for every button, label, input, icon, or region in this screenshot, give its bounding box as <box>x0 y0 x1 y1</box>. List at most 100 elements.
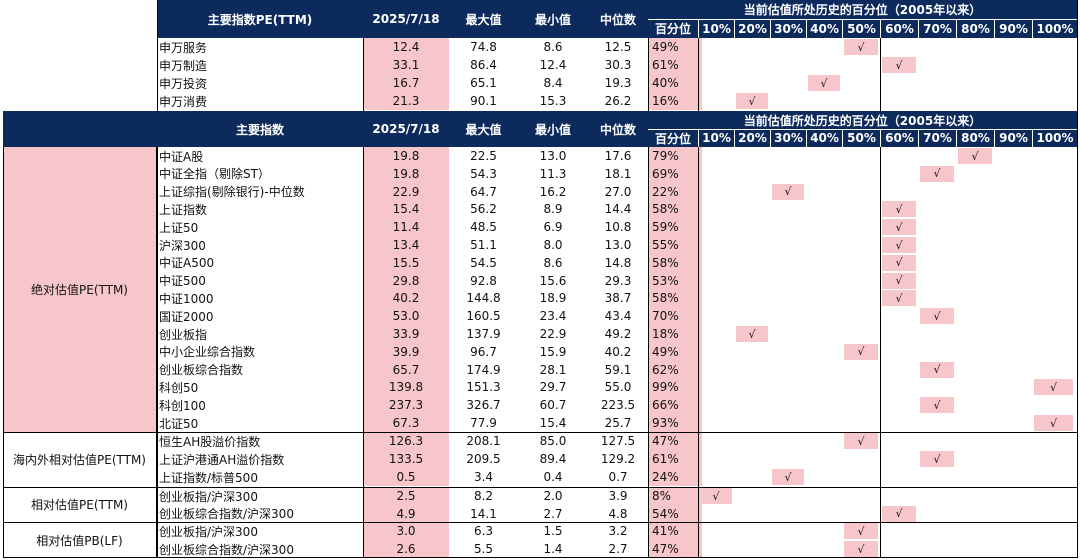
current-pe: 15.4 <box>363 200 449 219</box>
grid-line <box>3 487 1077 488</box>
percentile-value: 41% <box>648 522 702 540</box>
grid-line <box>1077 111 1078 558</box>
current-pe: 19.8 <box>363 164 449 183</box>
min-value: 22.9 <box>539 327 567 341</box>
median-value: 14.8 <box>604 255 632 270</box>
current-pe: 16.7 <box>363 74 449 92</box>
index-name: 中小企业综合指数 <box>159 345 256 360</box>
percentile-check-mark: √ <box>1034 379 1073 396</box>
header-divider <box>648 19 1077 20</box>
percentile-value: 79% <box>648 147 702 165</box>
current-pe: 21.3 <box>363 92 449 110</box>
percentile-check-mark: √ <box>736 93 768 109</box>
min-value: 23.4 <box>539 309 567 324</box>
current-pe: 11.4 <box>363 218 449 237</box>
max-value: 3.4 <box>473 470 494 484</box>
median-value: 25.7 <box>604 416 632 430</box>
current-pe: 2.5 <box>363 487 449 505</box>
percentile-check-mark: √ <box>844 541 878 557</box>
max-value: 14.1 <box>470 506 497 521</box>
group-label: 相对估值PB(LF) <box>3 522 157 558</box>
max-value: 54.3 <box>470 166 497 181</box>
percentile-value: 70% <box>648 307 702 326</box>
grid-line <box>698 147 699 558</box>
percentile-value: 69% <box>648 164 702 183</box>
header-bucket: 50% <box>842 129 880 147</box>
current-pe: 126.3 <box>363 432 449 450</box>
header-bucket: 90% <box>994 129 1032 147</box>
max-value: 160.5 <box>466 309 501 324</box>
percentile-value: 16% <box>648 92 702 110</box>
max-value: 90.1 <box>470 94 497 108</box>
percentile-value: 59% <box>648 218 702 237</box>
index-name: 创业板综合指数 <box>159 363 244 378</box>
max-value: 326.7 <box>466 398 501 413</box>
current-pe: 3.0 <box>363 522 449 540</box>
header-median: 中位数 <box>599 122 636 137</box>
max-value: 64.7 <box>470 184 497 199</box>
index-name: 创业板指/沪深300 <box>159 524 258 539</box>
header-bucket: 10% <box>698 19 734 38</box>
percentile-check-mark: √ <box>844 523 878 539</box>
current-pe: 133.5 <box>363 450 449 468</box>
group-label: 绝对估值PE(TTM) <box>3 147 157 432</box>
min-value: 29.7 <box>539 380 567 395</box>
percentile-value: 55% <box>648 236 702 254</box>
percentile-value: 8% <box>648 487 702 505</box>
index-name: 科创50 <box>159 380 199 395</box>
percentile-check-mark: √ <box>882 57 916 73</box>
percentile-check-mark: √ <box>772 469 804 485</box>
min-value: 85.0 <box>539 434 567 448</box>
median-value: 14.4 <box>604 202 632 217</box>
median-value: 27.0 <box>604 184 632 199</box>
index-name: 上证指数/标普500 <box>159 470 258 485</box>
median-value: 17.6 <box>604 149 632 163</box>
min-value: 8.0 <box>543 238 563 252</box>
max-value: 96.7 <box>470 344 497 359</box>
percentile-check-mark: √ <box>700 488 732 504</box>
index-name: 申万投资 <box>159 76 208 91</box>
header-bucket: 70% <box>918 129 956 147</box>
max-value: 8.2 <box>473 489 494 503</box>
index-name: 创业板综合指数/沪深300 <box>159 507 294 521</box>
index-name: 申万消费 <box>159 94 208 109</box>
index-name: 创业板指 <box>159 327 208 342</box>
max-value: 56.2 <box>470 202 497 217</box>
index-name: 沪深300 <box>159 238 206 253</box>
current-pe: 29.8 <box>363 271 449 290</box>
percentile-value: 58% <box>648 289 702 308</box>
min-value: 1.4 <box>543 542 563 556</box>
header-bucket: 40% <box>806 129 842 147</box>
min-value: 6.9 <box>543 220 563 235</box>
min-value: 2.0 <box>543 489 563 503</box>
percentile-value: 22% <box>648 182 702 201</box>
current-pe: 0.5 <box>363 468 449 486</box>
header-bucket: 60% <box>880 129 918 147</box>
median-value: 0.7 <box>608 470 628 484</box>
grid-line <box>880 38 881 111</box>
median-value: 18.1 <box>604 166 632 181</box>
percentile-value: 53% <box>648 271 702 290</box>
current-pe: 33.9 <box>363 325 449 343</box>
current-pe: 40.2 <box>363 289 449 308</box>
percentile-check-mark: √ <box>882 505 916 522</box>
grid-line <box>3 432 1077 433</box>
percentile-check-mark: √ <box>920 397 954 414</box>
percentile-check-mark: √ <box>882 219 916 236</box>
index-name: 申万服务 <box>159 40 208 55</box>
current-pe: 33.1 <box>363 56 449 74</box>
percentile-check-mark: √ <box>844 343 878 360</box>
header-bucket: 50% <box>842 19 880 38</box>
current-pe: 19.8 <box>363 147 449 165</box>
max-value: 209.5 <box>466 452 501 466</box>
header-max: 最大值 <box>465 12 502 27</box>
percentile-value: 62% <box>648 360 702 379</box>
current-pe: 4.9 <box>363 504 449 523</box>
current-pe: 139.8 <box>363 378 449 397</box>
percentile-check-mark: √ <box>844 39 878 55</box>
index-name: 申万制造 <box>159 58 208 73</box>
header-bucket: 30% <box>770 129 806 147</box>
index-name: 中证全指（剔除ST） <box>159 167 270 182</box>
median-value: 40.2 <box>604 344 632 359</box>
median-value: 59.1 <box>604 362 632 377</box>
